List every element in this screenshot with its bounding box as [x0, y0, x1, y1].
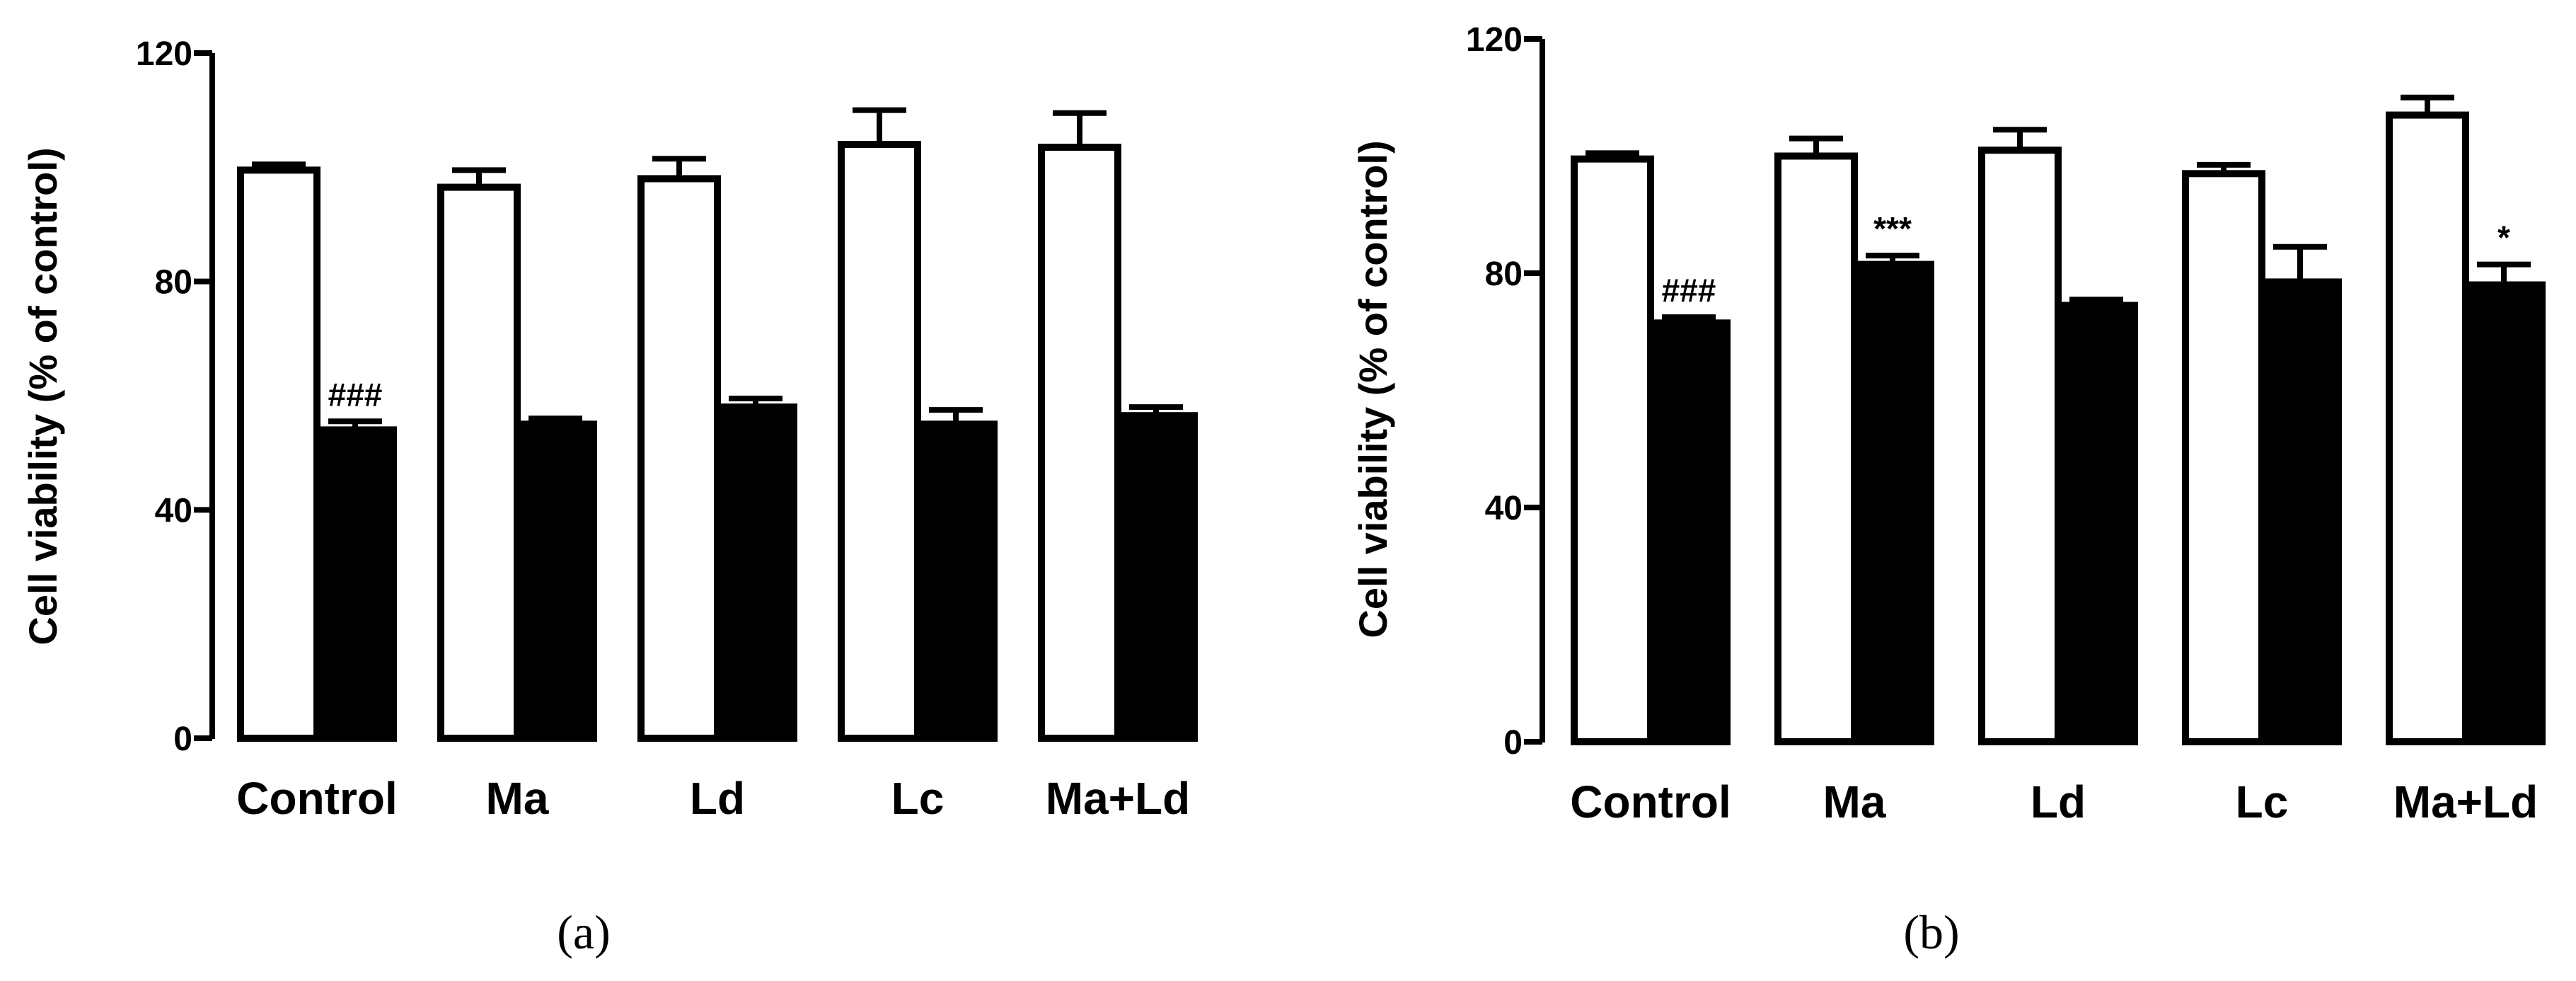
- y-tick-label: 80: [1485, 256, 1523, 293]
- x-category-label: Ma+Ld: [2393, 776, 2538, 827]
- bar: [1571, 155, 1654, 745]
- y-tick-label: 40: [1485, 490, 1523, 527]
- bar: [437, 183, 521, 742]
- y-tick-label: 40: [155, 492, 192, 529]
- y-tick-label: 0: [173, 721, 192, 758]
- significance-annotation: ###: [1662, 272, 1716, 309]
- bar: [2462, 281, 2546, 745]
- x-category-label: Control: [1570, 776, 1731, 827]
- bar: [637, 175, 721, 742]
- bar: [2386, 111, 2469, 745]
- bar: [914, 420, 998, 742]
- x-category-label: Ma: [486, 773, 549, 824]
- significance-annotation: ***: [1873, 210, 1912, 247]
- bar: [1647, 319, 1731, 745]
- panel-label: (b): [1903, 905, 1959, 959]
- y-axis-label: Cell viability (% of control): [21, 147, 65, 645]
- significance-annotation: *: [2497, 219, 2510, 256]
- panel-label: (a): [557, 905, 610, 959]
- y-axis-label: Cell viability (% of control): [1351, 140, 1395, 638]
- bar: [1114, 412, 1198, 742]
- x-category-label: Lc: [891, 773, 945, 824]
- chart-panel-b: 0 40 80 120 Cell viability (% of control) Con…: [1351, 21, 2546, 959]
- bar: [714, 403, 797, 742]
- significance-annotation: ###: [328, 376, 383, 413]
- x-category-label: Lc: [2236, 776, 2289, 827]
- y-tick-label: 120: [136, 35, 192, 73]
- x-category-label: Ma: [1823, 776, 1886, 827]
- x-category-label: Ld: [2031, 776, 2086, 827]
- bar: [1851, 260, 1934, 745]
- x-category-label: Ma+Ld: [1046, 773, 1190, 824]
- bar: [1038, 144, 1121, 742]
- y-tick-label: 0: [1503, 724, 1523, 762]
- bar: [313, 426, 397, 742]
- bar: [237, 166, 320, 742]
- x-category-label: Control: [236, 773, 398, 824]
- bar: [1774, 152, 1858, 745]
- y-tick-label: 120: [1466, 21, 1523, 59]
- bar: [2055, 302, 2138, 745]
- chart-panel-a: 0 40 80 120 Cell viability (% of control) Con…: [21, 35, 1198, 959]
- bar: [514, 420, 597, 742]
- bar: [838, 141, 921, 742]
- bar: [2258, 278, 2342, 746]
- y-tick-label: 80: [155, 264, 192, 302]
- bar: [2182, 170, 2265, 745]
- bar: [1978, 147, 2062, 746]
- x-category-label: Ld: [690, 773, 745, 824]
